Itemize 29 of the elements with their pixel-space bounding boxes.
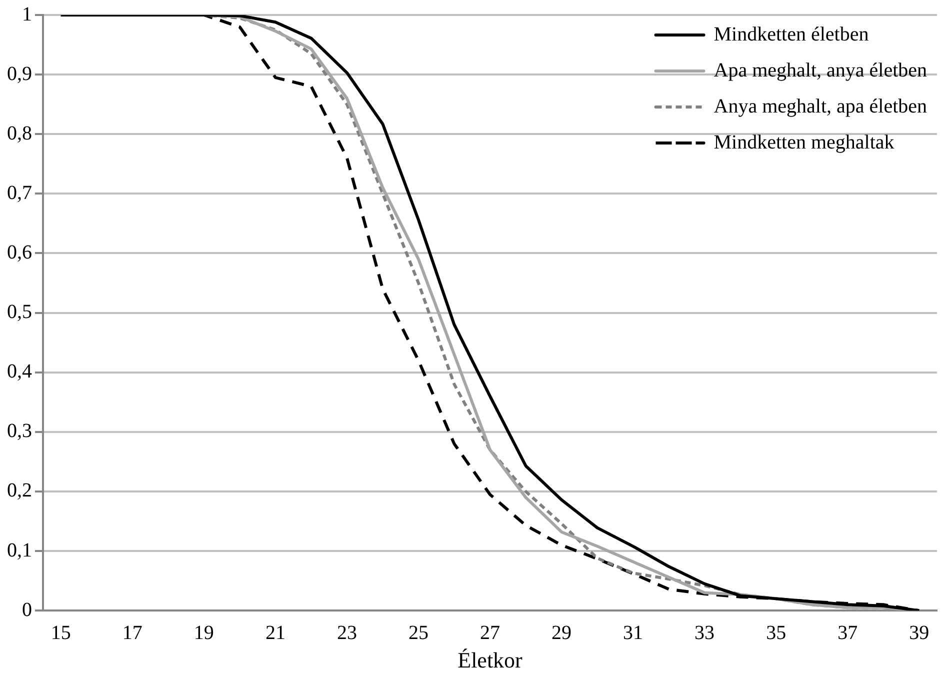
x-tick-label: 19 bbox=[194, 622, 214, 644]
x-tick-label: 39 bbox=[909, 622, 930, 644]
y-tick-label: 0,8 bbox=[7, 122, 32, 144]
y-tick-label: 1 bbox=[22, 3, 32, 26]
x-tick-label: 23 bbox=[336, 622, 357, 644]
y-tick-label: 0,4 bbox=[7, 360, 32, 383]
legend-label: Apa meghalt, anya életben bbox=[714, 59, 928, 82]
x-tick-label: 33 bbox=[694, 622, 715, 644]
y-tick-label: 0,1 bbox=[7, 539, 32, 562]
x-tick-label: 21 bbox=[265, 622, 286, 644]
x-tick-label: 35 bbox=[766, 622, 786, 644]
x-axis-title: Életkor bbox=[458, 648, 524, 673]
y-tick-label: 0,6 bbox=[7, 241, 32, 264]
x-tick-label: 15 bbox=[50, 622, 71, 644]
x-tick-label: 29 bbox=[552, 622, 572, 644]
y-tick-label: 0 bbox=[22, 598, 32, 621]
legend-label: Anya meghalt, apa életben bbox=[714, 95, 928, 118]
y-tick-label: 0,2 bbox=[7, 480, 32, 502]
y-tick-label: 0,5 bbox=[7, 301, 32, 324]
y-tick-label: 0,3 bbox=[7, 420, 32, 442]
x-tick-label: 37 bbox=[838, 622, 858, 644]
y-tick-label: 0,9 bbox=[7, 62, 32, 85]
x-tick-label: 17 bbox=[122, 622, 142, 644]
legend-label: Mindketten életben bbox=[714, 23, 869, 46]
y-tick-label: 0,7 bbox=[7, 182, 32, 204]
x-tick-label: 25 bbox=[408, 622, 428, 644]
x-tick-label: 31 bbox=[623, 622, 644, 644]
x-tick-label: 27 bbox=[480, 622, 500, 644]
legend-label: Mindketten meghaltak bbox=[714, 131, 894, 154]
